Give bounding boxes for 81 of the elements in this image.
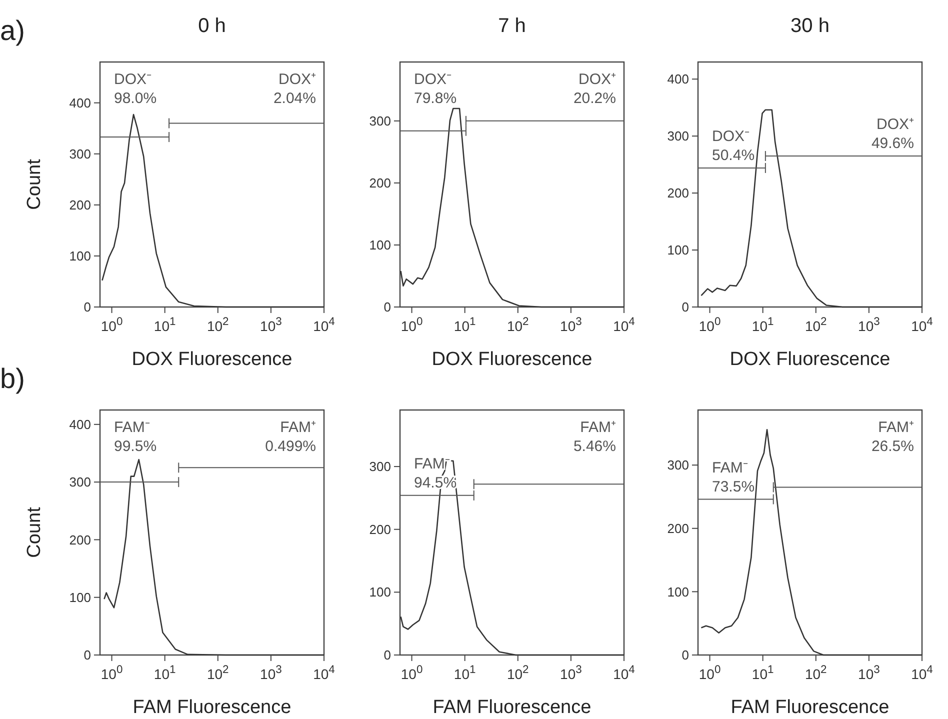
x-axis-title: FAM Fluorescence	[730, 697, 890, 718]
y-tick-label: 300	[369, 459, 391, 474]
x-tick-label: 10$^{2}$	[506, 316, 529, 334]
x-tick-label: 10$^{2}$	[804, 316, 827, 334]
y-tick-label: 0	[682, 300, 689, 315]
x-tick-label: 10$^{1}$	[454, 316, 476, 334]
chart-title: 30 h	[790, 15, 830, 37]
x-tick-label: 10$^{2}$	[206, 664, 229, 682]
x-tick-label: 10$^{1}$	[454, 664, 476, 682]
y-tick-label: 100	[369, 238, 391, 253]
y-tick-label: 200	[69, 197, 91, 212]
y-tick-label: 200	[667, 520, 689, 536]
legend-label: FAM⁻ 73.5%	[712, 459, 755, 496]
y-axis-title: Count	[24, 158, 45, 210]
y-tick-label: 100	[667, 242, 689, 258]
y-tick-label: 300	[69, 474, 91, 490]
chart-title: 7 h	[498, 15, 526, 37]
x-tick-label: 10$^{4}$	[313, 664, 335, 682]
y-tick-label: 100	[69, 590, 91, 605]
x-axis-title: DOX Fluorescence	[432, 349, 592, 370]
x-tick-label: 10$^{0}$	[400, 316, 423, 334]
chart-title: 0 h	[198, 15, 226, 37]
y-tick-label: 100	[369, 584, 391, 600]
x-tick-label: 10$^{0}$	[100, 316, 123, 334]
y-axis-title: Count	[24, 506, 45, 558]
x-tick-label: 10$^{4}$	[911, 664, 933, 682]
x-tick-label: 10$^{4}$	[911, 316, 933, 334]
y-tick-label: 0	[384, 648, 391, 663]
x-tick-label: 10$^{0}$	[698, 316, 721, 334]
x-tick-label: 10$^{4}$	[613, 316, 635, 334]
y-tick-label: 400	[69, 416, 91, 432]
y-tick-label: 200	[667, 186, 689, 201]
x-tick-label: 10$^{3}$	[260, 316, 282, 334]
x-tick-label: 10$^{2}$	[506, 664, 529, 682]
y-tick-label: 300	[667, 458, 689, 473]
x-tick-label: 10$^{3}$	[858, 316, 880, 334]
text: b)	[0, 363, 25, 394]
legend-label: DOX⁻ 50.4%	[712, 128, 755, 164]
y-tick-label: 0	[84, 300, 91, 315]
series-label: DOX⁺ 49.6%	[871, 116, 914, 152]
series-label: FAM⁺ 5.46%	[573, 419, 616, 455]
text: FAM⁺ 26.5%	[871, 419, 914, 455]
x-axis-title: DOX Fluorescence	[730, 349, 890, 370]
series-label: FAM⁻ 99.5%	[114, 419, 157, 455]
y-tick-label: 0	[84, 648, 91, 663]
text: DOX⁻ 98.0%	[114, 71, 157, 107]
y-tick-label: 100	[667, 584, 689, 600]
text: a)	[0, 15, 25, 46]
x-tick-label: 10$^{0}$	[100, 664, 123, 682]
x-tick-label: 10$^{3}$	[858, 664, 880, 682]
x-tick-label: 10$^{2}$	[206, 316, 229, 334]
x-tick-label: 10$^{1}$	[752, 664, 774, 682]
x-tick-label: 10$^{1}$	[752, 316, 774, 334]
series-label: FAM⁺ 0.499%	[265, 419, 316, 455]
x-tick-label: 10$^{3}$	[560, 316, 582, 334]
x-axis-title: FAM Fluorescence	[432, 697, 592, 718]
series-label: DOX⁺ 2.04%	[273, 71, 316, 107]
x-axis-title: FAM Fluorescence	[132, 697, 292, 718]
x-tick-label: 10$^{3}$	[260, 664, 282, 682]
x-tick-label: 10$^{4}$	[613, 664, 635, 682]
y-tick-label: 300	[69, 146, 91, 162]
y-tick-label: 200	[369, 176, 391, 190]
x-tick-label: 10$^{0}$	[400, 664, 423, 682]
x-tick-label: 10$^{2}$	[804, 664, 827, 682]
x-tick-label: 10$^{0}$	[698, 664, 721, 682]
x-tick-label: 10$^{4}$	[313, 316, 335, 334]
y-tick-label: 300	[667, 128, 689, 144]
y-tick-label: 0	[384, 300, 391, 315]
y-tick-label: 400	[69, 95, 91, 110]
x-tick-label: 10$^{1}$	[154, 664, 176, 682]
y-tick-label: 300	[369, 113, 391, 128]
x-tick-label: 10$^{3}$	[560, 664, 582, 682]
series-label: DOX⁻ 79.8%	[414, 71, 457, 107]
y-tick-label: 0	[682, 648, 689, 663]
y-tick-label: 400	[667, 72, 689, 87]
x-axis-title: DOX Fluorescence	[132, 349, 292, 370]
y-tick-label: 100	[69, 248, 91, 264]
y-tick-label: 200	[369, 522, 391, 537]
series-label: DOX⁺ 20.2%	[573, 71, 616, 107]
y-tick-label: 200	[69, 532, 91, 548]
x-tick-label: 10$^{1}$	[154, 316, 176, 334]
